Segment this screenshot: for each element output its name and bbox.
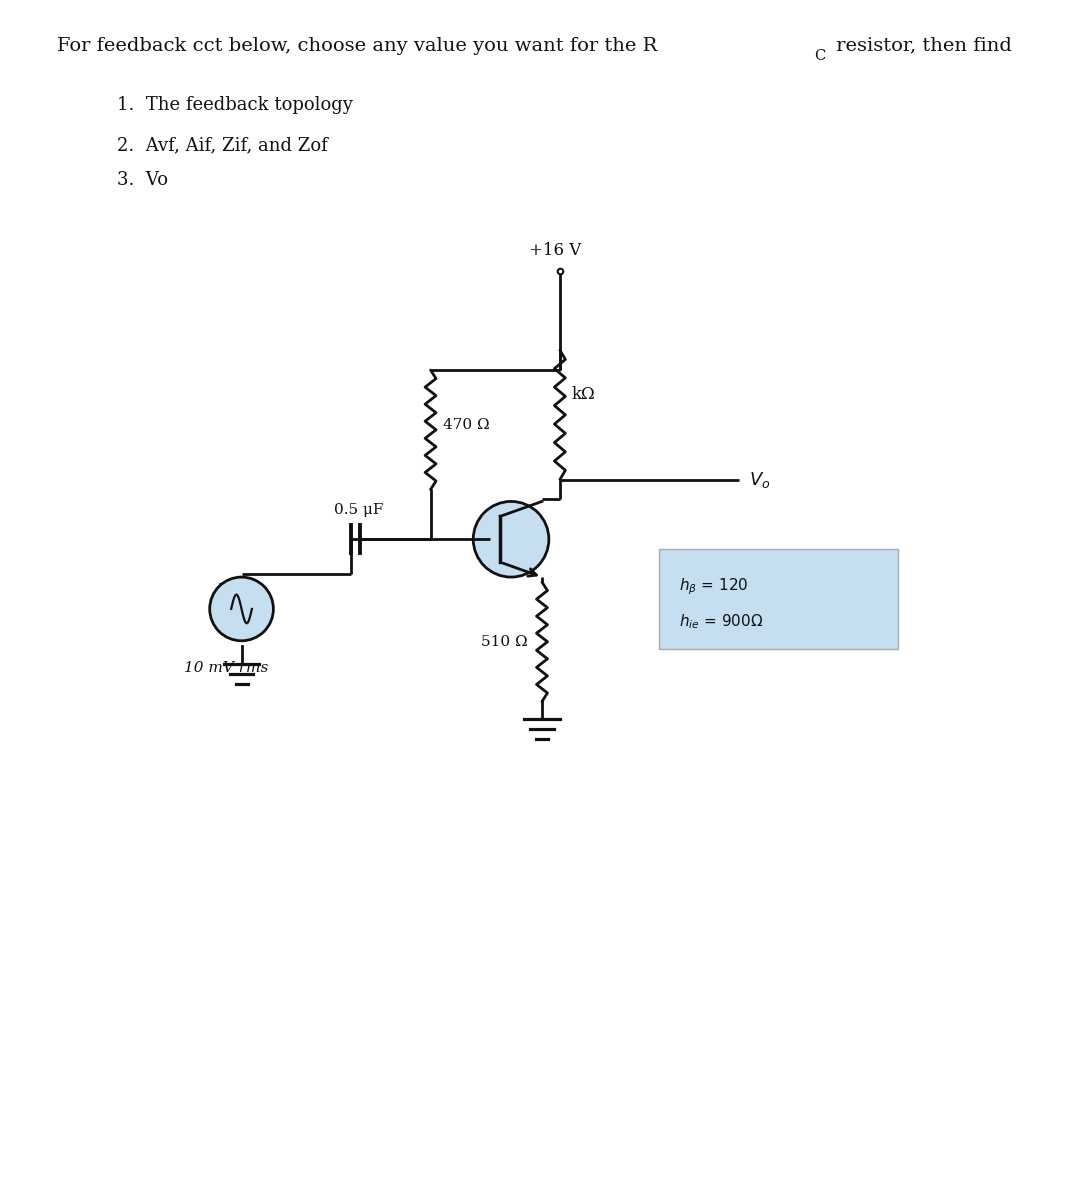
Text: 510 Ω: 510 Ω [482,635,528,649]
Text: 3.  Vo: 3. Vo [118,171,168,189]
Text: $V_o$: $V_o$ [748,470,770,490]
FancyBboxPatch shape [660,549,899,649]
Text: 0.5 μF: 0.5 μF [334,503,383,517]
Text: kΩ: kΩ [571,386,595,403]
Text: +16 V: +16 V [529,241,581,258]
Text: 10 mV rms: 10 mV rms [184,661,268,674]
Text: 1.  The feedback topology: 1. The feedback topology [118,96,353,114]
Text: $h_{\beta}$ = 120: $h_{\beta}$ = 120 [679,577,748,597]
Circle shape [210,577,273,641]
Text: For feedback cct below, choose any value you want for the R: For feedback cct below, choose any value… [57,37,658,55]
Text: $V_s$: $V_s$ [217,581,237,600]
Text: 470 Ω: 470 Ω [443,417,489,432]
Text: $h_{ie}$ = 900$\Omega$: $h_{ie}$ = 900$\Omega$ [679,612,764,630]
Text: resistor, then find: resistor, then find [831,37,1012,55]
Circle shape [473,502,549,577]
Text: C: C [814,49,826,63]
Text: 2.  Avf, Aif, Zif, and Zof: 2. Avf, Aif, Zif, and Zof [118,137,328,155]
